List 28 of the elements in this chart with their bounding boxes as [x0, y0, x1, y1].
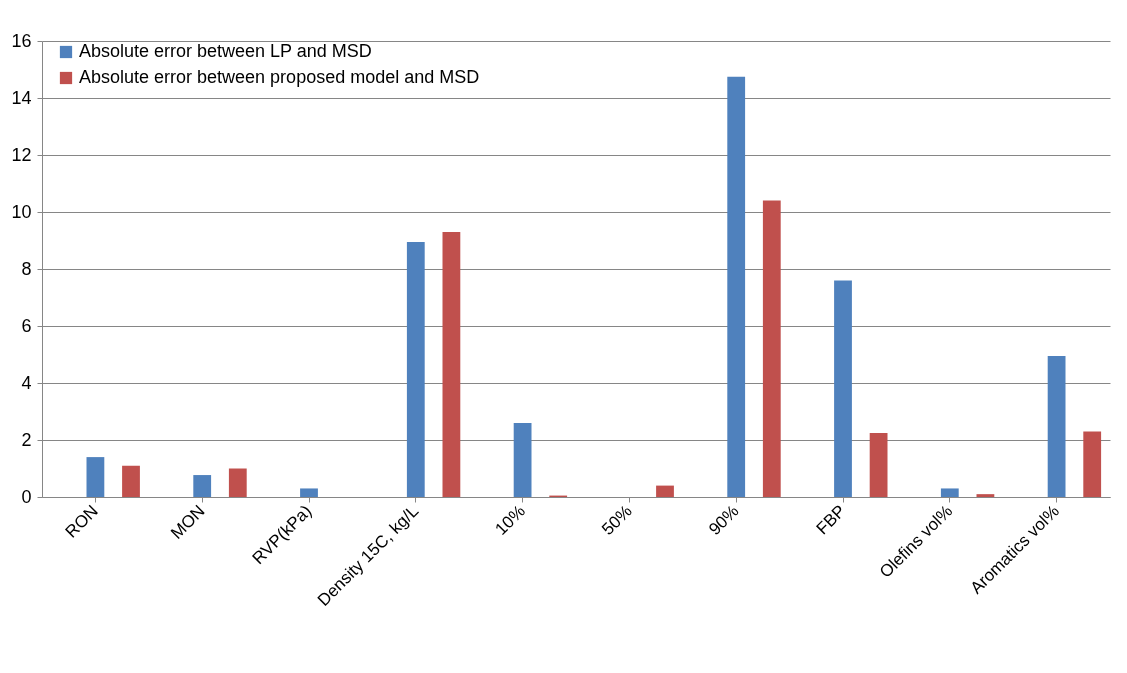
bar [834, 280, 852, 497]
bar [193, 475, 212, 497]
bar [300, 488, 318, 497]
y-tick-label: 2 [21, 429, 32, 450]
bar [513, 422, 532, 497]
bar [1047, 355, 1066, 497]
bar [122, 465, 140, 497]
bar [762, 200, 781, 497]
y-tick-label: 12 [11, 144, 32, 165]
y-tick-label: 4 [21, 372, 32, 393]
bar [406, 241, 425, 497]
bar [442, 231, 461, 497]
bar [656, 485, 674, 497]
y-tick-label: 8 [21, 258, 32, 279]
bar [1083, 431, 1102, 497]
bar [940, 488, 959, 497]
bar [727, 76, 746, 497]
legend-label: Absolute error between proposed model and MSD [79, 67, 480, 87]
legend-label: Absolute error between LP and MSD [79, 41, 372, 61]
y-tick-label: 6 [21, 315, 32, 336]
bar [869, 432, 888, 497]
bar [228, 468, 247, 497]
y-tick-label: 0 [21, 486, 32, 507]
y-tick-label: 10 [11, 201, 32, 222]
bar [976, 494, 995, 497]
bar [86, 457, 105, 497]
y-tick-label: 16 [11, 30, 32, 51]
y-tick-label: 14 [11, 87, 32, 108]
